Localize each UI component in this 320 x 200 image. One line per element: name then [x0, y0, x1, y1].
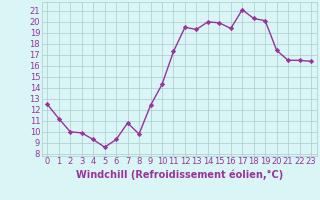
X-axis label: Windchill (Refroidissement éolien,°C): Windchill (Refroidissement éolien,°C) [76, 169, 283, 180]
